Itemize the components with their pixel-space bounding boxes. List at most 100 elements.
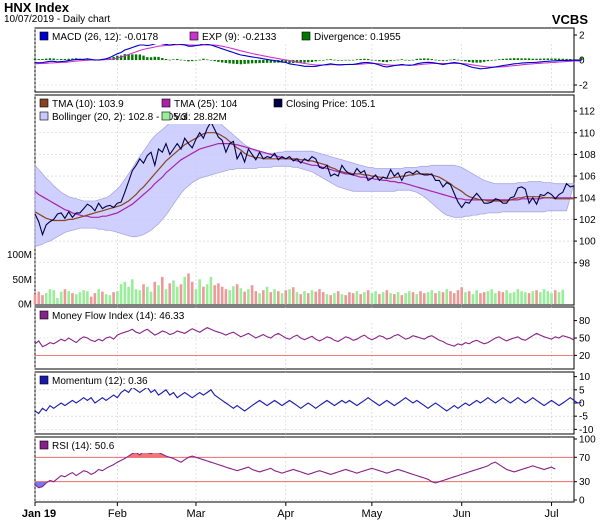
divergence-bar	[194, 60, 198, 61]
divergence-bar	[580, 57, 583, 60]
volume-bar	[509, 293, 512, 304]
divergence-bar	[220, 60, 224, 63]
divergence-bar	[176, 59, 179, 60]
ytick-label-momentum-4: -10	[579, 425, 594, 436]
volume-bar	[276, 291, 280, 304]
volume-bar	[475, 290, 478, 304]
ytick-label-macd-2: -2	[579, 81, 588, 92]
volume-bar	[37, 291, 41, 304]
divergence-bar	[232, 60, 235, 64]
divergence-bar	[423, 58, 426, 60]
volume-bar	[449, 291, 452, 304]
volume-bar	[108, 295, 112, 304]
volume-bar	[295, 292, 299, 304]
divergence-bar	[239, 60, 243, 65]
divergence-bar	[138, 54, 142, 60]
legend-label-macd-0: MACD (26, 12): -0.0178	[52, 32, 159, 43]
brand-label: VCBS	[551, 12, 588, 27]
divergence-bar	[157, 56, 160, 60]
legend-swatch-price-1	[161, 98, 171, 108]
volume-bar	[232, 286, 235, 304]
divergence-bar	[63, 59, 67, 60]
momentum-line	[34, 386, 582, 415]
volume-bar	[333, 293, 336, 304]
divergence-bar	[497, 59, 501, 60]
ytick-label-momentum-0: 10	[579, 372, 591, 383]
closing-price-line	[34, 120, 575, 237]
divergence-bar	[243, 60, 246, 64]
volume-bar	[209, 276, 213, 304]
ytick-label-mfi-2: 20	[579, 351, 591, 362]
divergence-bar	[299, 60, 302, 63]
volume-bar	[464, 292, 467, 304]
divergence-bar	[142, 55, 145, 60]
divergence-bar	[205, 59, 209, 61]
divergence-bar	[494, 59, 497, 61]
volume-bar	[542, 289, 546, 304]
volume-bar	[445, 289, 449, 304]
divergence-bar	[269, 60, 273, 63]
ytick-label-rsi-0: 100	[579, 435, 596, 446]
divergence-bar	[224, 60, 228, 63]
volume-bar	[71, 293, 74, 304]
volume-bar	[385, 290, 389, 304]
legend-label-macd-2: Divergence: 0.1955	[314, 32, 401, 43]
volume-bar	[340, 294, 344, 304]
volume-bar	[59, 291, 63, 304]
volume-bar	[82, 290, 85, 304]
divergence-bar	[202, 58, 205, 60]
divergence-bar	[280, 60, 284, 63]
divergence-bar	[164, 59, 168, 60]
legend-bg-rsi	[36, 438, 573, 453]
volume-bar	[404, 293, 407, 304]
volume-bar	[422, 293, 426, 304]
volume-bar	[194, 289, 198, 304]
volume-bar	[479, 293, 482, 304]
ytick-label-momentum-3: -5	[579, 412, 588, 423]
divergence-bar	[479, 60, 482, 63]
divergence-bar	[396, 59, 400, 61]
volume-bar	[561, 289, 565, 304]
divergence-bar	[52, 58, 55, 60]
volume-bar	[239, 288, 243, 304]
volume-bar	[63, 289, 67, 304]
volume-bar	[280, 293, 284, 304]
legend-label-price-2: Closing Price: 105.1	[286, 99, 376, 110]
divergence-bar	[179, 59, 183, 61]
volume-bar	[553, 290, 557, 304]
divergence-bar	[374, 60, 377, 61]
legend-label-macd-1: EXP (9): -0.2133	[202, 32, 277, 43]
volume-bar	[224, 289, 228, 304]
divergence-bar	[344, 59, 347, 61]
divergence-bar	[168, 59, 171, 61]
divergence-bar	[524, 58, 527, 60]
volume-bar	[273, 289, 276, 304]
volume-bar	[520, 291, 523, 304]
ytick-label-mfi-1: 50	[579, 334, 591, 345]
divergence-bar	[572, 59, 576, 60]
divergence-bar	[509, 58, 512, 60]
divergence-bar	[359, 59, 362, 60]
divergence-bar	[336, 60, 340, 61]
volume-bar	[213, 285, 216, 304]
volume-bar	[452, 293, 456, 304]
volume-bar	[97, 289, 100, 304]
legend-bg-mfi	[36, 308, 573, 323]
legend-swatch-macd-2	[301, 31, 311, 41]
volume-bar	[228, 290, 231, 304]
volume-bar	[134, 289, 138, 304]
divergence-bar	[318, 60, 321, 61]
divergence-bar	[258, 60, 261, 64]
divergence-bar	[322, 60, 325, 61]
divergence-bar	[430, 59, 433, 60]
legend-swatch-rsi-0	[39, 440, 49, 450]
volume-bar	[430, 290, 434, 304]
volume-bar	[411, 292, 415, 304]
divergence-bar	[486, 60, 490, 62]
divergence-bar	[250, 60, 254, 64]
divergence-bar	[134, 54, 138, 60]
volume-bar	[78, 292, 82, 304]
volume-bar	[288, 289, 291, 304]
volume-bar	[557, 292, 561, 304]
